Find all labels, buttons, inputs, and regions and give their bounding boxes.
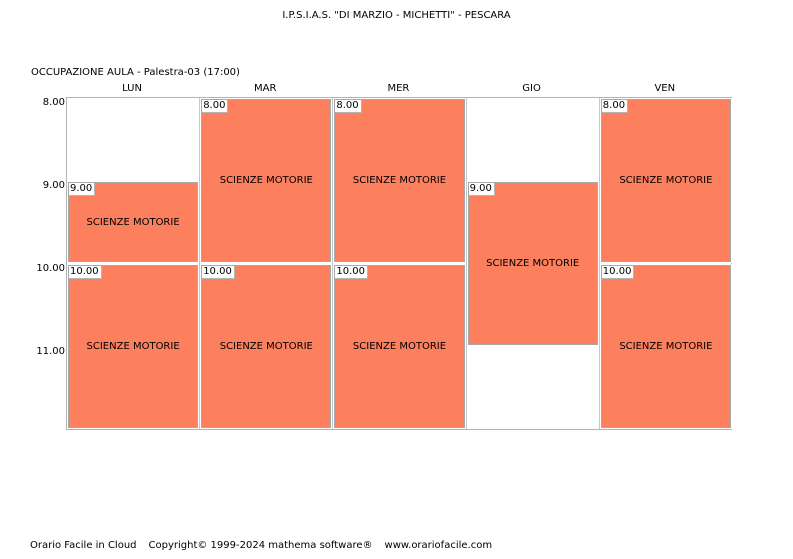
lesson-subject: SCIENZE MOTORIE <box>86 341 180 352</box>
lesson-start-time: 10.00 <box>69 266 102 279</box>
lesson-subject: SCIENZE MOTORIE <box>352 341 447 352</box>
day-column-divider <box>465 98 467 429</box>
day-label-mer: MER <box>387 83 410 94</box>
school-title: I.P.S.I.A.S. "DI MARZIO - MICHETTI" - PE… <box>282 10 511 21</box>
lesson-block[interactable]: 8.00 SCIENZE MOTORIE <box>200 98 333 263</box>
lesson-subject: SCIENZE MOTORIE <box>219 175 313 186</box>
footer: Orario Facile in Cloud Copyright© 1999-20… <box>30 540 504 551</box>
hour-label: 11.00 <box>36 346 65 357</box>
lesson-block[interactable]: 8.00 SCIENZE MOTORIE <box>333 98 466 263</box>
day-label-mar: MAR <box>253 83 277 94</box>
lesson-subject: SCIENZE MOTORIE <box>486 258 580 269</box>
lesson-block[interactable]: 10.00 SCIENZE MOTORIE <box>599 264 732 429</box>
lesson-subject: SCIENZE MOTORIE <box>219 341 313 352</box>
day-label-ven: VEN <box>654 83 676 94</box>
lesson-block[interactable]: 8.00 SCIENZE MOTORIE <box>599 98 732 263</box>
lesson-subject: SCIENZE MOTORIE <box>352 175 447 186</box>
lesson-start-time: 10.00 <box>202 266 235 279</box>
room-occupancy-subtitle: OCCUPAZIONE AULA - Palestra-03 (17:00) <box>31 67 240 78</box>
lesson-start-time: 8.00 <box>601 100 629 113</box>
lesson-subject: SCIENZE MOTORIE <box>619 341 713 352</box>
lesson-block[interactable]: 9.00 SCIENZE MOTORIE <box>466 181 599 346</box>
day-column-divider <box>199 98 201 429</box>
lesson-subject: SCIENZE MOTORIE <box>86 216 180 228</box>
day-label-gio: GIO <box>522 83 541 94</box>
lesson-start-time: 9.00 <box>69 183 96 196</box>
lesson-start-time: 10.00 <box>335 266 369 279</box>
timetable-grid: 9.00 SCIENZE MOTORIE 10.00 SCIENZE MOTORIE 8… <box>66 97 732 430</box>
lesson-start-time: 8.00 <box>202 100 229 113</box>
lesson-block[interactable]: 9.00 SCIENZE MOTORIE <box>66 181 200 263</box>
lesson-block[interactable]: 10.00 SCIENZE MOTORIE <box>333 264 466 429</box>
day-column-divider <box>598 98 600 429</box>
lesson-block[interactable]: 10.00 SCIENZE MOTORIE <box>200 264 333 429</box>
lesson-start-time: 10.00 <box>601 266 635 279</box>
footer-product: Orario Facile in Cloud <box>30 540 137 551</box>
hour-label: 8.00 <box>42 97 65 108</box>
lesson-start-time: 8.00 <box>335 100 362 113</box>
lesson-subject: SCIENZE MOTORIE <box>619 175 713 186</box>
lesson-block[interactable]: 10.00 SCIENZE MOTORIE <box>66 264 200 429</box>
day-column-divider <box>332 98 334 429</box>
hour-label: 10.00 <box>36 263 65 274</box>
footer-copyright: Copyright© 1999-2024 mathema software® <box>148 540 373 551</box>
footer-website-link[interactable]: www.orariofacile.com <box>384 540 493 551</box>
lesson-start-time: 9.00 <box>468 183 495 196</box>
hour-label: 9.00 <box>42 180 65 191</box>
day-label-lun: LUN <box>122 83 142 94</box>
